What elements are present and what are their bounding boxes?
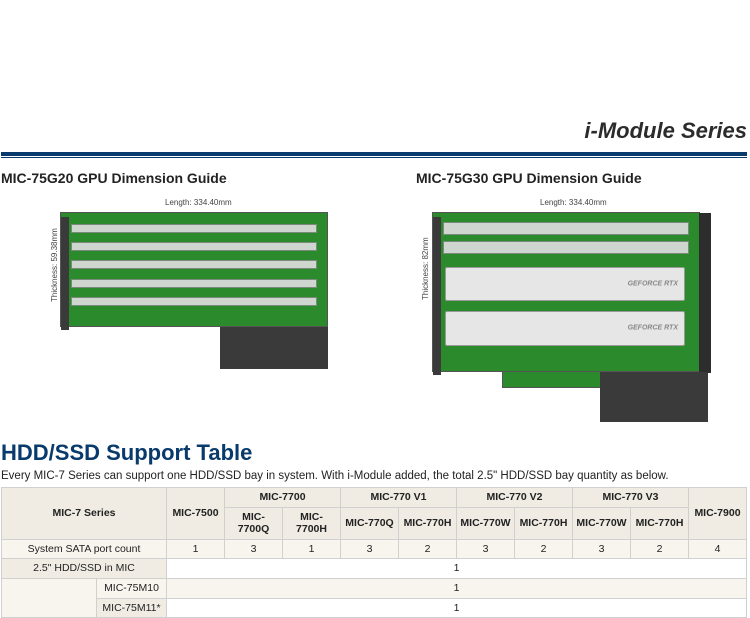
- table-row: System SATA port count 1 3 1 3 2 3 2 3 2…: [2, 539, 747, 559]
- table-head: MIC-7 Series MIC-7500 MIC-7700 MIC-770 V…: [2, 488, 747, 540]
- rule-thick: [1, 152, 747, 156]
- th-770w-v3: MIC-770W: [573, 507, 631, 539]
- cell-span: 1: [167, 598, 747, 618]
- cell: 2: [399, 539, 457, 559]
- table-row: MIC-75M11* 1: [2, 598, 747, 618]
- diagram-right-slot1: [443, 222, 689, 235]
- th-770q: MIC-770Q: [341, 507, 399, 539]
- row-label-sata: System SATA port count: [2, 539, 167, 559]
- row-label-75m10: MIC-75M10: [97, 578, 167, 598]
- diagram-right-gpu1: GEFORCE RTX: [445, 267, 685, 302]
- diagram-left-tailblock: [220, 327, 328, 369]
- cell: 3: [341, 539, 399, 559]
- table-title: HDD/SSD Support Table: [1, 440, 252, 466]
- diagram-right-fanbox: [699, 213, 711, 373]
- table-row: 2.5" HDD/SSD in MIC 1: [2, 559, 747, 579]
- dim-left-thickness: Thickness: 59.38mm: [50, 228, 59, 302]
- support-table: MIC-7 Series MIC-7500 MIC-7700 MIC-770 V…: [1, 487, 747, 618]
- th-7700q: MIC-7700Q: [225, 507, 283, 539]
- th-770h: MIC-770H: [399, 507, 457, 539]
- diagram-left: [60, 212, 328, 327]
- row-label-hddssd: 2.5" HDD/SSD in MIC: [2, 559, 167, 579]
- rule-thin: [1, 157, 747, 158]
- dim-left-length: Length: 334.40mm: [165, 198, 232, 207]
- th-7500: MIC-7500: [167, 488, 225, 540]
- cell: 3: [573, 539, 631, 559]
- cell: 2: [631, 539, 689, 559]
- cell: 1: [283, 539, 341, 559]
- diagram-left-frontpanel: [61, 217, 69, 330]
- th-7700h: MIC-7700H: [283, 507, 341, 539]
- diagram-left-slot1: [71, 224, 317, 233]
- th-770h-v3: MIC-770H: [631, 507, 689, 539]
- th-770v1: MIC-770 V1: [341, 488, 457, 508]
- diagram-right-pcbtail: [502, 372, 616, 388]
- row-label-75m11: MIC-75M11*: [97, 598, 167, 618]
- th-series: MIC-7 Series: [2, 488, 167, 540]
- series-title: i-Module Series: [584, 118, 747, 144]
- cell-span: 1: [167, 559, 747, 579]
- row-label-blank: [2, 578, 97, 617]
- diagram-left-slot5: [71, 297, 317, 306]
- gpu-label-2: GEFORCE RTX: [628, 325, 678, 332]
- diagram-left-slot3: [71, 260, 317, 269]
- diagram-left-slot4: [71, 279, 317, 288]
- gpu-label-1: GEFORCE RTX: [628, 281, 678, 288]
- guide-title-right: MIC-75G30 GPU Dimension Guide: [416, 170, 642, 186]
- cell: 1: [167, 539, 225, 559]
- th-7900: MIC-7900: [689, 488, 747, 540]
- diagram-right: GEFORCE RTX GEFORCE RTX: [432, 212, 700, 372]
- th-770v2: MIC-770 V2: [457, 488, 573, 508]
- guide-title-left: MIC-75G20 GPU Dimension Guide: [1, 170, 227, 186]
- cell: 3: [457, 539, 515, 559]
- th-770w-v2: MIC-770W: [457, 507, 515, 539]
- cell-span: 1: [167, 578, 747, 598]
- diagram-right-frontpanel: [433, 217, 441, 375]
- cell: 2: [515, 539, 573, 559]
- table-header-row1: MIC-7 Series MIC-7500 MIC-7700 MIC-770 V…: [2, 488, 747, 508]
- cell: 4: [689, 539, 747, 559]
- diagram-left-slot2: [71, 242, 317, 251]
- th-7700: MIC-7700: [225, 488, 341, 508]
- dim-right-length: Length: 334.40mm: [540, 198, 607, 207]
- th-770h-v2: MIC-770H: [515, 507, 573, 539]
- th-770v3: MIC-770 V3: [573, 488, 689, 508]
- table-row: MIC-75M10 1: [2, 578, 747, 598]
- table-caption: Every MIC-7 Series can support one HDD/S…: [1, 470, 669, 482]
- diagram-right-tailblock: [600, 372, 708, 422]
- diagram-right-gpu2: GEFORCE RTX: [445, 311, 685, 346]
- diagram-right-slot2: [443, 241, 689, 254]
- dim-right-thickness: Thickness: 82mm: [421, 237, 430, 300]
- cell: 3: [225, 539, 283, 559]
- table-body: System SATA port count 1 3 1 3 2 3 2 3 2…: [2, 539, 747, 617]
